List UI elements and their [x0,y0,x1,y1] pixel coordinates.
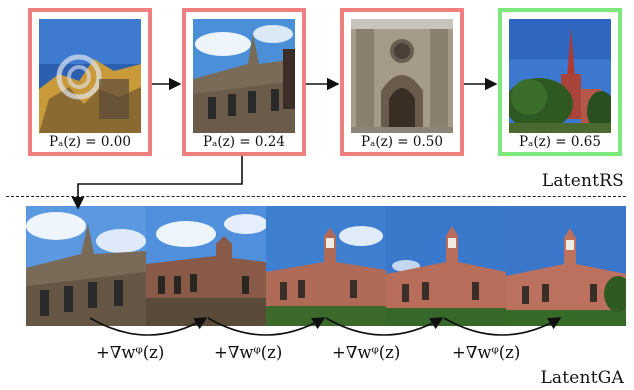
arrow-rs-to-ga [71,156,243,210]
cathedral-facade-image [351,19,453,133]
latentga-label: LatentGA [540,368,624,388]
rs-sample-1: Pₐ(z) = 0.00 [28,8,152,156]
sample-probability-label: Pₐ(z) = 0.65 [519,134,601,150]
ga-frame-2 [146,206,266,326]
rs-sample-3: Pₐ(z) = 0.50 [340,8,464,156]
church-spire-image [509,19,611,133]
distorted-building-image [39,19,141,133]
ga-curve-arrow-2 [207,317,326,336]
ga-curve-arrow-3 [325,317,444,336]
ga-curve-arrow-4 [443,317,562,336]
gradient-step-label-2: +∇wᵠ(z) [214,343,283,362]
sample-probability-label: Pₐ(z) = 0.24 [203,134,285,150]
rs-sample-2: Pₐ(z) = 0.24 [182,8,306,156]
ga-frame-5 [506,206,626,326]
ga-frame-4 [386,206,506,326]
ga-frame-3 [266,206,386,326]
ga-frame-1 [26,206,146,326]
ga-curve-arrow-1 [89,317,208,336]
rs-sample-4-accepted: Pₐ(z) = 0.65 [498,8,622,156]
gradient-step-label-4: +∇wᵠ(z) [452,343,521,362]
sample-probability-label: Pₐ(z) = 0.00 [49,134,131,150]
latentrs-label: LatentRS [541,171,624,191]
gradient-step-label-3: +∇wᵠ(z) [332,343,401,362]
church-tilted-image [193,19,295,133]
section-divider [6,196,626,197]
gradient-step-label-1: +∇wᵠ(z) [96,343,165,362]
sample-probability-label: Pₐ(z) = 0.50 [361,134,443,150]
